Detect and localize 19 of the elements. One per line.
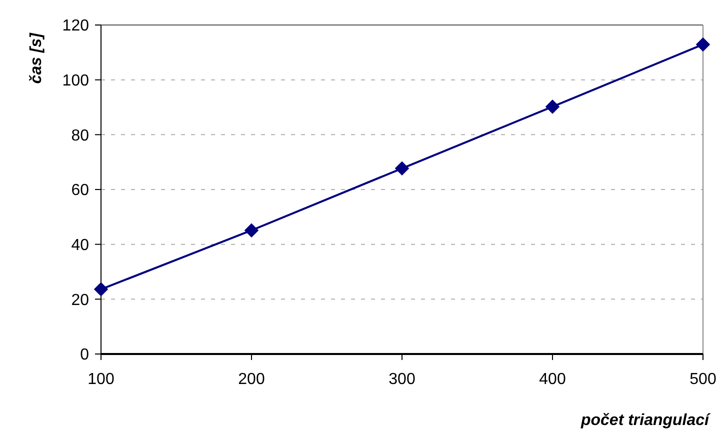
y-tick-label: 100 [62, 72, 90, 90]
y-tick-label: 120 [62, 18, 90, 35]
y-tick-label: 0 [80, 346, 90, 364]
y-tick-label: 20 [71, 292, 90, 309]
y-tick-label: 60 [71, 182, 90, 200]
point [696, 37, 710, 52]
x-tick-label: 400 [539, 371, 566, 388]
point [94, 282, 108, 296]
y-tick-label: 80 [71, 127, 90, 144]
point [545, 100, 560, 114]
point [394, 161, 410, 176]
point [244, 223, 259, 238]
y-tick-label: 40 [71, 236, 90, 254]
x-tick-label: 500 [690, 371, 716, 388]
x-tick-label: 100 [88, 371, 114, 388]
y-axis-title: čas [s] [28, 32, 45, 84]
x-tick-label: 300 [388, 371, 416, 388]
x-axis-title: počet triangulací [580, 412, 712, 429]
x-tick-label: 200 [238, 371, 265, 388]
